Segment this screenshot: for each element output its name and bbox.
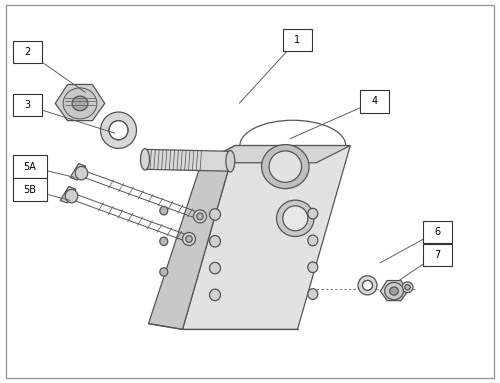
Ellipse shape	[283, 206, 308, 231]
Ellipse shape	[194, 210, 206, 223]
Ellipse shape	[210, 236, 220, 247]
FancyBboxPatch shape	[422, 221, 452, 243]
Ellipse shape	[100, 112, 136, 149]
Ellipse shape	[210, 262, 220, 274]
Ellipse shape	[72, 96, 88, 111]
FancyBboxPatch shape	[12, 94, 42, 116]
Text: 3: 3	[24, 100, 30, 110]
Ellipse shape	[186, 236, 192, 242]
Ellipse shape	[308, 262, 318, 273]
Polygon shape	[380, 280, 408, 301]
Ellipse shape	[75, 166, 88, 180]
Ellipse shape	[182, 232, 196, 246]
Polygon shape	[60, 187, 76, 203]
Ellipse shape	[405, 285, 410, 290]
Polygon shape	[145, 149, 230, 171]
Text: 1: 1	[294, 35, 300, 45]
Ellipse shape	[63, 88, 97, 119]
FancyBboxPatch shape	[12, 155, 46, 178]
Ellipse shape	[210, 289, 220, 301]
Ellipse shape	[384, 283, 404, 300]
Polygon shape	[202, 146, 350, 163]
Text: 2: 2	[24, 47, 30, 57]
Text: 5A: 5A	[23, 162, 36, 172]
FancyBboxPatch shape	[282, 29, 312, 51]
Ellipse shape	[210, 209, 220, 220]
Text: 6: 6	[434, 227, 440, 237]
Ellipse shape	[308, 289, 318, 300]
Ellipse shape	[197, 213, 203, 220]
Ellipse shape	[362, 280, 372, 290]
Ellipse shape	[308, 208, 318, 219]
Ellipse shape	[109, 121, 128, 140]
Ellipse shape	[65, 190, 78, 203]
Ellipse shape	[276, 200, 314, 237]
Ellipse shape	[226, 151, 235, 172]
Ellipse shape	[262, 145, 309, 189]
Polygon shape	[70, 164, 86, 180]
FancyBboxPatch shape	[360, 90, 389, 113]
Polygon shape	[55, 85, 105, 121]
Ellipse shape	[140, 149, 149, 170]
Text: 4: 4	[372, 97, 378, 106]
Ellipse shape	[402, 282, 413, 293]
FancyBboxPatch shape	[12, 178, 46, 201]
Text: 5B: 5B	[23, 185, 36, 195]
Ellipse shape	[269, 151, 302, 182]
Ellipse shape	[160, 237, 168, 246]
Ellipse shape	[308, 235, 318, 246]
Polygon shape	[182, 146, 350, 329]
FancyBboxPatch shape	[422, 244, 452, 266]
Ellipse shape	[358, 276, 377, 295]
Text: 7: 7	[434, 250, 440, 260]
Ellipse shape	[160, 206, 168, 215]
Ellipse shape	[160, 268, 168, 276]
FancyBboxPatch shape	[12, 41, 42, 63]
Polygon shape	[148, 146, 236, 329]
Ellipse shape	[390, 287, 398, 295]
